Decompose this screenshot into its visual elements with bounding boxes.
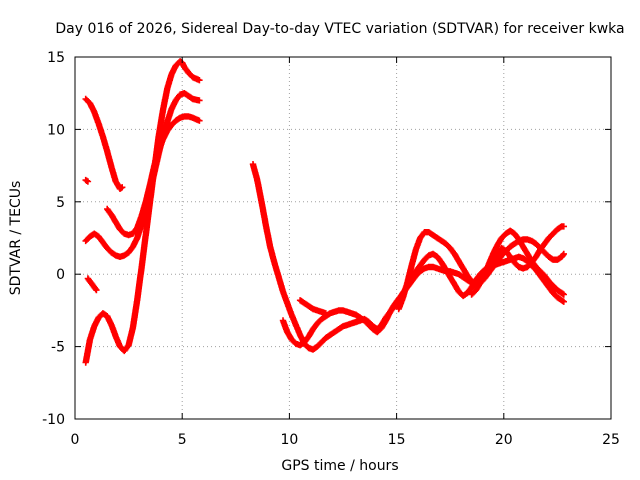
x-tick-label: 5 — [178, 432, 187, 448]
x-tick-label: 25 — [602, 432, 620, 448]
x-tick-labels: 0 5 10 15 20 25 — [71, 432, 620, 448]
series-track-i — [296, 297, 329, 317]
plot-frame — [74, 56, 612, 420]
data-point-markers — [84, 275, 100, 294]
chart-title: Day 016 of 2026, Sidereal Day-to-day VTE… — [55, 21, 624, 37]
y-tick-label: 0 — [56, 267, 65, 283]
series-track-f — [82, 58, 203, 366]
series-track-e — [84, 275, 100, 294]
y-tick-label: -10 — [42, 412, 65, 428]
series-track-a — [82, 95, 126, 192]
x-tick-label: 10 — [280, 432, 298, 448]
data-point-markers — [468, 227, 567, 298]
data-point-markers — [82, 58, 203, 366]
series-track-b — [82, 176, 92, 185]
data-point-markers — [296, 297, 329, 317]
series-track-k — [468, 227, 567, 298]
y-tick-label: 10 — [47, 122, 65, 138]
y-tick-label: -5 — [51, 340, 65, 356]
x-tick-label: 0 — [71, 432, 80, 448]
y-tick-label: 5 — [56, 195, 65, 211]
y-tick-label: 15 — [47, 50, 65, 66]
y-tick-labels: -10 -5 0 5 10 15 — [42, 50, 65, 428]
x-tick-label: 20 — [495, 432, 513, 448]
x-axis-label: GPS time / hours — [281, 458, 398, 474]
axis-ticks — [74, 56, 612, 420]
data-point-markers — [82, 95, 126, 192]
data-point-markers — [82, 176, 92, 185]
data-points — [82, 58, 567, 366]
x-tick-label: 15 — [388, 432, 406, 448]
y-axis-label: SDTVAR / TECUs — [8, 181, 24, 296]
